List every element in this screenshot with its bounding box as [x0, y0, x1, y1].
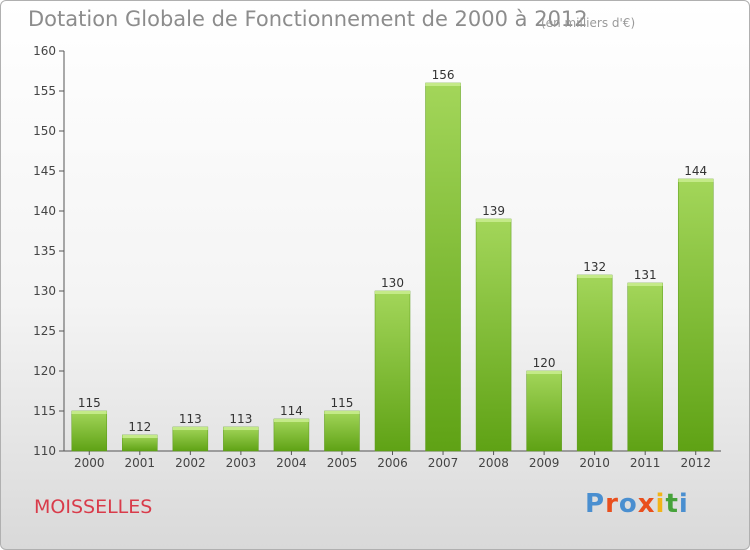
x-tick-label: 2001: [125, 456, 156, 470]
data-label: 115: [78, 396, 101, 410]
data-label: 120: [533, 356, 556, 370]
x-tick-label: 2009: [529, 456, 560, 470]
bar-highlight: [172, 427, 208, 430]
logo-letter: t: [665, 489, 679, 519]
chart-title: Dotation Globale de Fonctionnement de 20…: [28, 7, 588, 31]
x-tick-label: 2006: [377, 456, 408, 470]
proxiti-logo[interactable]: Proxiti: [585, 489, 689, 519]
y-tick-label: 125: [33, 324, 56, 338]
y-tick-label: 135: [33, 244, 56, 258]
bar-highlight: [425, 83, 461, 86]
data-label: 130: [381, 276, 404, 290]
y-tick-label: 115: [33, 404, 56, 418]
data-label: 139: [482, 204, 505, 218]
bar-highlight: [375, 291, 410, 294]
bar-2010: [576, 274, 613, 452]
y-tick-label: 110: [33, 444, 56, 458]
bar-highlight: [71, 411, 107, 414]
bar-2005: [324, 410, 360, 452]
commune-name: MOISSELLES: [34, 496, 153, 518]
bar-2000: [71, 410, 108, 452]
bar-highlight: [526, 371, 562, 374]
bar-2008: [475, 218, 512, 452]
bar-2006: [374, 290, 411, 452]
logo-letter: P: [585, 489, 606, 519]
bar-2007: [425, 82, 461, 452]
bar-2009: [526, 370, 562, 452]
x-tick-label: 2007: [428, 456, 459, 470]
bar-2003: [223, 426, 259, 452]
bar-2011: [627, 282, 663, 452]
bar-highlight: [627, 283, 663, 286]
bar-highlight: [324, 411, 360, 414]
y-tick-label: 145: [33, 164, 56, 178]
bar-highlight: [223, 427, 259, 430]
bar-highlight: [273, 419, 309, 422]
data-label: 132: [583, 260, 606, 274]
logo-letter: x: [637, 489, 656, 519]
bar-2002: [172, 426, 209, 452]
data-label: 113: [229, 412, 252, 426]
bar-2012: [677, 178, 714, 452]
x-tick-label: 2012: [680, 456, 711, 470]
data-label: 114: [280, 404, 303, 418]
y-tick-label: 155: [33, 84, 56, 98]
bar-highlight: [577, 275, 613, 278]
x-tick-label: 2000: [74, 456, 105, 470]
logo-letter: r: [605, 489, 619, 519]
x-tick-label: 2002: [175, 456, 206, 470]
bar-2004: [273, 418, 310, 452]
x-tick-label: 2010: [579, 456, 610, 470]
logo-letter: o: [618, 489, 638, 519]
data-label: 131: [634, 268, 657, 282]
data-label: 112: [128, 420, 151, 434]
x-tick-label: 2005: [327, 456, 358, 470]
logo-letter: i: [678, 489, 689, 519]
bar-highlight: [476, 219, 512, 222]
data-label: 156: [432, 68, 455, 82]
y-tick-label: 120: [33, 364, 56, 378]
x-tick-label: 2008: [478, 456, 509, 470]
y-tick-label: 130: [33, 284, 56, 298]
data-label: 144: [684, 164, 707, 178]
y-tick-label: 160: [33, 44, 56, 58]
x-tick-label: 2011: [630, 456, 661, 470]
x-tick-label: 2003: [226, 456, 257, 470]
data-label: 113: [179, 412, 202, 426]
logo-letter: i: [655, 489, 666, 519]
bar-highlight: [122, 435, 158, 438]
x-tick-label: 2004: [276, 456, 307, 470]
y-tick-label: 140: [33, 204, 56, 218]
data-label: 115: [331, 396, 354, 410]
chart-subtitle: (en milliers d'€): [541, 16, 636, 30]
bar-highlight: [678, 179, 714, 182]
y-tick-label: 150: [33, 124, 56, 138]
